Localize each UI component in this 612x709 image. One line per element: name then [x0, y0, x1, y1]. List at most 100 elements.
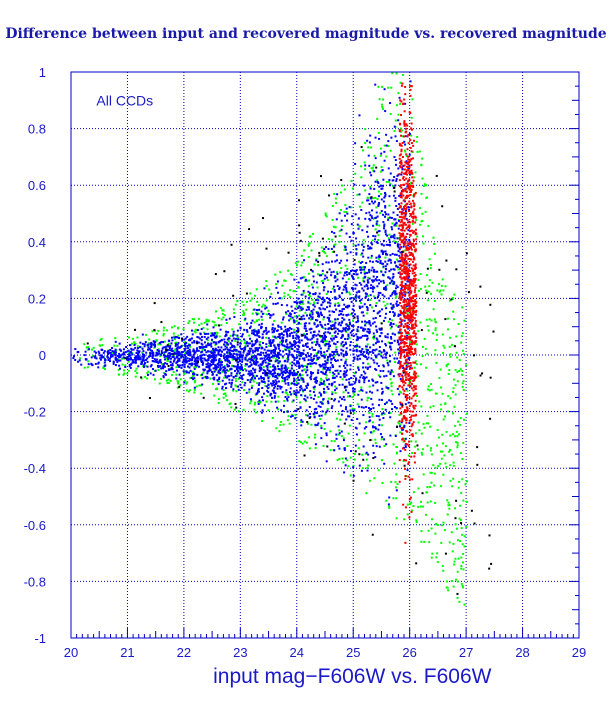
data-point	[417, 487, 420, 490]
data-point	[406, 355, 409, 358]
data-point	[374, 136, 377, 139]
data-point	[386, 263, 389, 266]
data-point	[402, 289, 405, 292]
data-point	[334, 318, 337, 321]
data-point	[224, 394, 227, 397]
data-point	[200, 351, 203, 354]
data-point	[193, 362, 196, 365]
data-point	[253, 328, 256, 331]
data-point	[400, 287, 403, 290]
data-point	[384, 256, 387, 259]
data-point	[98, 352, 101, 355]
data-point	[340, 336, 343, 339]
data-point	[369, 219, 372, 222]
data-point	[333, 325, 336, 328]
data-point	[162, 354, 165, 357]
data-point	[224, 348, 227, 351]
data-point	[301, 299, 304, 302]
data-point	[373, 426, 376, 429]
data-point	[321, 269, 324, 272]
data-point	[447, 501, 450, 504]
data-point	[266, 368, 269, 371]
data-point	[356, 365, 359, 368]
data-point	[221, 385, 224, 388]
data-point	[452, 378, 455, 381]
data-point	[394, 333, 397, 336]
data-point	[438, 290, 441, 293]
data-point	[338, 288, 341, 291]
data-point	[377, 311, 380, 314]
data-point	[248, 374, 251, 377]
data-point	[405, 245, 408, 248]
data-point	[136, 352, 139, 355]
data-point	[377, 190, 380, 193]
data-point	[398, 375, 401, 378]
data-point	[426, 388, 429, 391]
data-point	[375, 355, 378, 358]
data-point	[392, 497, 395, 500]
data-point	[353, 375, 356, 378]
data-point	[176, 380, 179, 383]
data-point	[216, 363, 219, 366]
data-point	[403, 319, 406, 322]
data-point	[402, 199, 405, 202]
data-point	[329, 449, 332, 452]
data-point	[410, 313, 413, 316]
data-point	[345, 273, 348, 276]
data-point	[348, 318, 351, 321]
data-point	[385, 252, 388, 255]
data-point	[359, 376, 362, 379]
data-point	[317, 315, 320, 318]
data-point	[174, 344, 177, 347]
data-point	[402, 428, 405, 431]
data-point	[175, 366, 178, 369]
data-point	[167, 381, 170, 384]
data-point	[402, 366, 405, 369]
data-point	[349, 331, 352, 334]
data-point	[217, 362, 220, 365]
data-point	[352, 359, 355, 362]
data-point	[236, 374, 239, 377]
data-point	[264, 307, 267, 310]
data-point	[188, 357, 191, 360]
data-point	[397, 219, 400, 222]
data-point	[192, 354, 195, 357]
data-point	[402, 261, 405, 264]
data-point	[407, 302, 410, 305]
data-point	[390, 216, 393, 219]
data-point	[184, 352, 187, 355]
data-point	[412, 323, 415, 326]
data-point	[143, 345, 146, 348]
data-point	[297, 297, 300, 300]
data-point	[382, 417, 385, 420]
data-point	[286, 357, 289, 360]
data-point	[255, 392, 258, 395]
data-point	[251, 384, 254, 387]
data-point	[368, 269, 371, 272]
data-point	[393, 237, 396, 240]
data-point	[174, 343, 177, 346]
data-point	[358, 464, 361, 467]
data-point	[262, 303, 265, 306]
data-point	[285, 353, 288, 356]
data-point	[355, 295, 358, 298]
data-point	[294, 290, 297, 293]
data-point	[320, 340, 323, 343]
data-point	[383, 444, 386, 447]
data-point	[406, 348, 409, 351]
data-point	[445, 364, 448, 367]
data-point	[395, 222, 398, 225]
data-point	[343, 375, 346, 378]
data-point	[377, 182, 380, 185]
data-point	[375, 224, 378, 227]
data-point	[395, 445, 398, 448]
data-point	[301, 369, 304, 372]
data-point	[353, 263, 356, 266]
data-point	[441, 450, 444, 453]
data-point	[360, 406, 363, 409]
data-point	[372, 164, 375, 167]
data-point	[310, 373, 313, 376]
data-point	[392, 240, 395, 243]
data-point	[285, 340, 288, 343]
data-point	[389, 302, 392, 305]
